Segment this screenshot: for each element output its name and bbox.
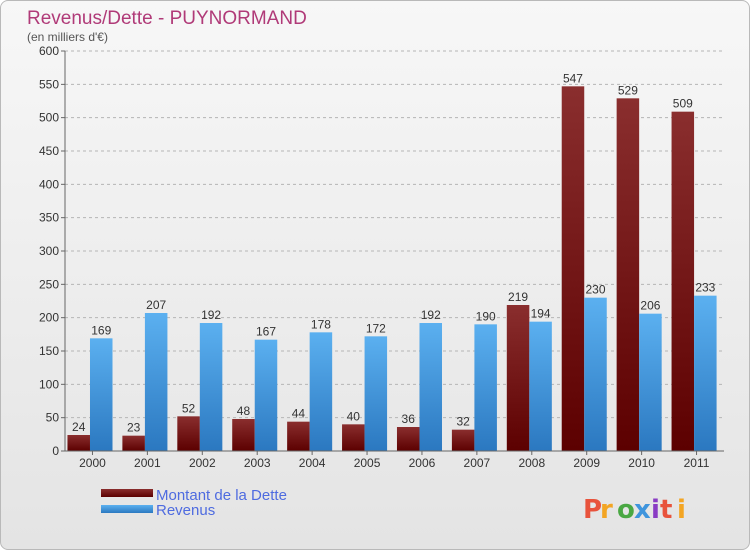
x-tick-label: 2002 (189, 456, 216, 470)
bar-debt (67, 435, 90, 451)
data-label: 206 (640, 299, 660, 313)
bar-revenus (89, 338, 113, 451)
data-label: 178 (311, 317, 331, 331)
bar-debt (232, 419, 255, 451)
bar-debt (506, 305, 530, 451)
y-axis: 0 50 100 150 200 250 300 350 400 450 500 550 600 (39, 44, 66, 458)
proxiti-logo: Pr o x i t i (583, 495, 686, 525)
data-label: 172 (366, 321, 386, 335)
bar-revenus (639, 313, 662, 451)
data-label: 192 (421, 308, 441, 322)
x-tick-label: 2001 (134, 456, 161, 470)
bar-revenus (584, 297, 607, 451)
x-tick-label: 2010 (628, 456, 655, 470)
legend: Montant de la Dette Revenus (101, 487, 287, 519)
bar-revenus (474, 324, 497, 451)
y-tick-label: 300 (39, 244, 59, 258)
bar-debt (342, 424, 365, 451)
data-label: 44 (292, 407, 306, 421)
y-tick-label: 500 (39, 111, 59, 125)
bar-debt (451, 429, 475, 451)
x-tick-label: 2005 (354, 456, 381, 470)
data-label: 52 (182, 401, 196, 415)
data-label: 36 (402, 412, 416, 426)
legend-swatch-debt (101, 489, 153, 497)
x-tick-label: 2003 (244, 456, 271, 470)
chart-subtitle: (en milliers d'€) (27, 30, 108, 44)
logo-letter: i (677, 495, 686, 525)
data-label: 190 (476, 309, 496, 323)
y-tick-label: 0 (52, 444, 59, 458)
y-tick-label: 550 (39, 77, 59, 91)
data-label: 529 (618, 83, 638, 97)
bars: 24 169 23 207 52 192 48 167 44 178 40 172 36 192 32 190… (67, 71, 717, 452)
x-tick-label: 2006 (409, 456, 436, 470)
data-label: 192 (201, 308, 221, 322)
bar-revenus (529, 321, 552, 451)
y-tick-label: 350 (39, 211, 59, 225)
data-label: 23 (127, 421, 141, 435)
data-label: 219 (508, 290, 528, 304)
y-tick-label: 150 (39, 344, 59, 358)
data-label: 207 (146, 298, 166, 312)
data-label: 48 (237, 404, 251, 418)
bar-revenus (364, 336, 388, 451)
data-label: 167 (256, 325, 276, 339)
data-label: 233 (695, 281, 715, 295)
chart-title: Revenus/Dette - PUYNORMAND (27, 8, 307, 29)
y-tick-label: 100 (39, 377, 59, 391)
data-label: 547 (563, 71, 583, 85)
data-label: 194 (531, 307, 551, 321)
y-tick-label: 250 (39, 277, 59, 291)
gridlines (65, 50, 724, 419)
bar-debt (122, 435, 145, 451)
logo-letter: P (583, 495, 602, 525)
y-tick-label: 50 (46, 411, 60, 425)
bar-debt (671, 111, 695, 452)
data-label: 32 (456, 415, 470, 429)
bar-debt (616, 98, 640, 451)
bar-debt (396, 427, 420, 451)
bar-revenus (694, 295, 717, 451)
bar-revenus (144, 313, 168, 451)
x-tick-label: 2008 (518, 456, 545, 470)
bar-debt (287, 421, 310, 451)
bar-revenus (419, 323, 443, 451)
logo-letter: r (600, 495, 613, 525)
x-tick-label: 2007 (464, 456, 491, 470)
data-label: 230 (585, 283, 605, 297)
logo-letter: i (651, 495, 660, 525)
x-tick-label: 2011 (684, 456, 710, 470)
y-tick-label: 200 (39, 311, 59, 325)
y-tick-label: 400 (39, 177, 59, 191)
legend-label-debt: Montant de la Dette (156, 487, 287, 504)
y-tick-label: 600 (39, 44, 59, 58)
bar-debt (561, 86, 585, 451)
data-label: 169 (91, 323, 111, 337)
legend-label-revenus: Revenus (156, 502, 215, 519)
legend-swatch-revenus (101, 505, 153, 513)
bar-debt (177, 416, 200, 451)
logo-letter: t (660, 495, 672, 525)
data-label: 40 (347, 409, 361, 423)
data-label: 24 (72, 420, 86, 434)
logo-letter: x (634, 495, 651, 525)
x-tick-label: 2004 (299, 456, 326, 470)
bar-revenus (199, 323, 223, 451)
data-label: 509 (673, 97, 693, 111)
x-tick-label: 2000 (79, 456, 106, 470)
bar-revenus (254, 339, 278, 451)
x-axis: 2000 2001 2002 2003 2004 2005 2006 2007 2008 2009… (65, 450, 724, 470)
bar-revenus (309, 332, 333, 451)
logo-letter: o (617, 495, 635, 525)
y-tick-label: 450 (39, 144, 59, 158)
x-tick-label: 2009 (573, 456, 600, 470)
